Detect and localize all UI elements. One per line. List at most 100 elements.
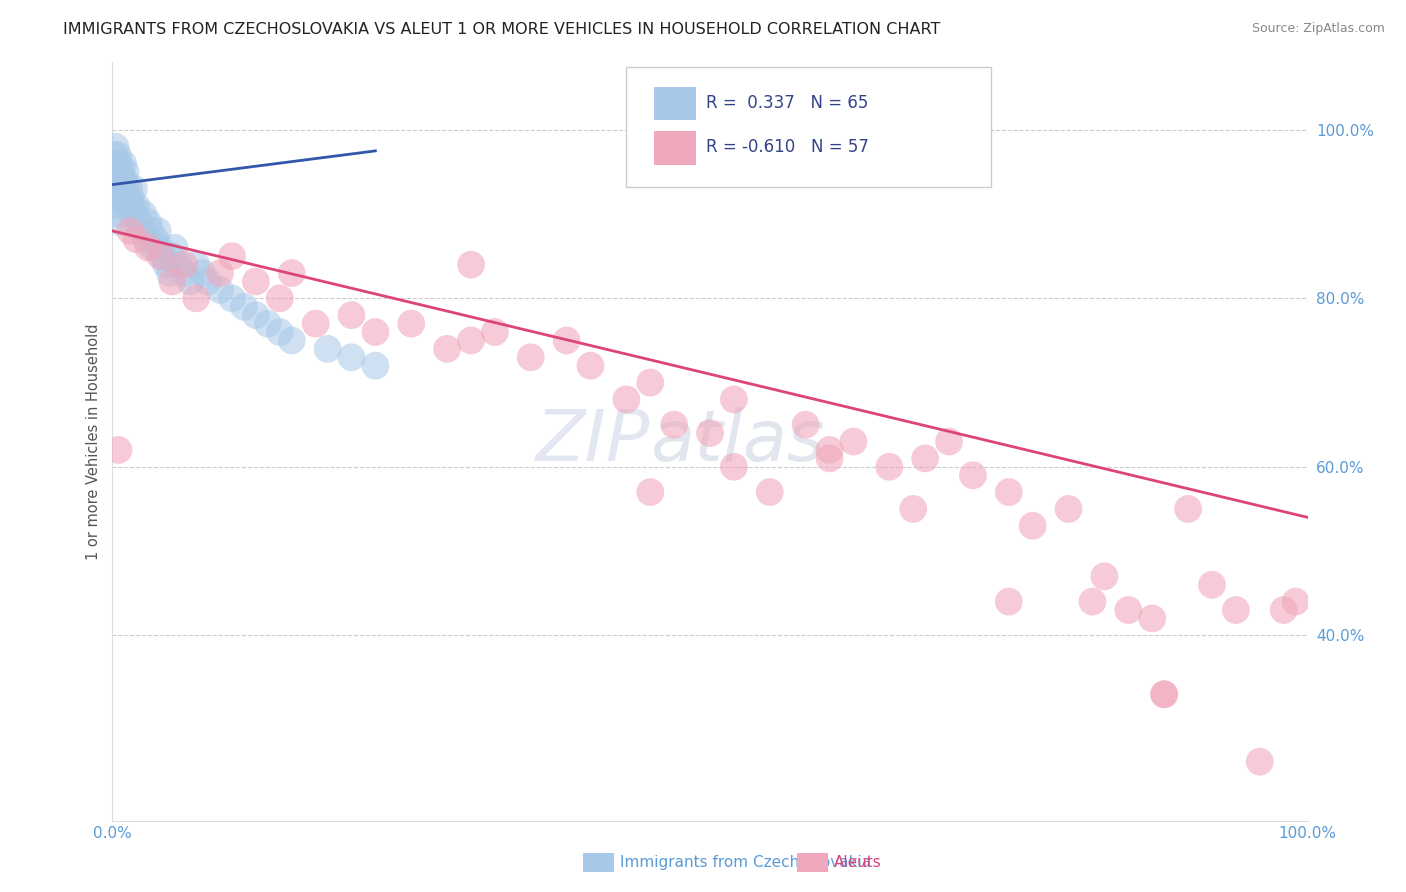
Point bbox=[107, 199, 129, 213]
Point bbox=[112, 182, 135, 196]
Point bbox=[105, 156, 128, 170]
Point bbox=[135, 232, 157, 246]
Point bbox=[110, 165, 132, 179]
Point bbox=[818, 451, 841, 466]
Point bbox=[1081, 594, 1104, 608]
Point bbox=[121, 207, 143, 221]
Point bbox=[305, 317, 328, 331]
Point bbox=[103, 148, 125, 162]
Point bbox=[186, 258, 208, 272]
Point bbox=[1118, 603, 1140, 617]
Text: atlas: atlas bbox=[651, 407, 825, 476]
Point bbox=[460, 258, 482, 272]
Point bbox=[1225, 603, 1247, 617]
Point bbox=[484, 325, 506, 339]
Point bbox=[146, 224, 169, 238]
Point bbox=[460, 334, 482, 348]
Point bbox=[1272, 603, 1295, 617]
Point bbox=[128, 215, 150, 229]
Point bbox=[938, 434, 960, 449]
Point bbox=[149, 249, 172, 263]
Point bbox=[1201, 578, 1223, 592]
Point bbox=[436, 342, 458, 356]
Point bbox=[340, 351, 363, 365]
Point bbox=[197, 275, 219, 289]
Point bbox=[104, 139, 127, 153]
Point bbox=[112, 156, 135, 170]
Point bbox=[129, 224, 152, 238]
Point bbox=[138, 215, 160, 229]
Point bbox=[105, 190, 128, 204]
Point bbox=[1249, 755, 1271, 769]
Point bbox=[640, 376, 662, 390]
Point bbox=[105, 173, 128, 187]
Point bbox=[107, 182, 129, 196]
Point bbox=[879, 459, 901, 474]
Point bbox=[245, 308, 267, 322]
Point bbox=[364, 325, 387, 339]
Point bbox=[122, 182, 145, 196]
Point bbox=[401, 317, 423, 331]
Point bbox=[108, 165, 131, 179]
Point bbox=[167, 258, 190, 272]
Point bbox=[125, 232, 148, 246]
Point bbox=[1142, 611, 1164, 625]
Point bbox=[818, 442, 841, 457]
Point bbox=[139, 224, 162, 238]
Point bbox=[281, 334, 304, 348]
Point bbox=[110, 173, 132, 187]
Point bbox=[145, 232, 167, 246]
Point bbox=[1153, 687, 1175, 701]
Point bbox=[209, 283, 232, 297]
Text: IMMIGRANTS FROM CZECHOSLOVAKIA VS ALEUT 1 OR MORE VEHICLES IN HOUSEHOLD CORRELAT: IMMIGRANTS FROM CZECHOSLOVAKIA VS ALEUT … bbox=[63, 22, 941, 37]
Point bbox=[110, 215, 132, 229]
Point bbox=[699, 426, 721, 441]
Point bbox=[1285, 594, 1308, 608]
Point bbox=[149, 241, 172, 255]
Point bbox=[132, 207, 155, 221]
Point bbox=[269, 291, 291, 305]
Point bbox=[316, 342, 339, 356]
Point bbox=[152, 249, 174, 263]
Point bbox=[903, 502, 925, 516]
Point bbox=[616, 392, 638, 407]
Point bbox=[179, 275, 201, 289]
Point bbox=[233, 300, 256, 314]
Point bbox=[962, 468, 984, 483]
Point bbox=[1022, 518, 1045, 533]
Point bbox=[723, 392, 745, 407]
Point bbox=[118, 182, 141, 196]
Point bbox=[142, 241, 165, 255]
Text: Aleuts: Aleuts bbox=[834, 855, 882, 870]
Point bbox=[914, 451, 936, 466]
Point bbox=[115, 190, 138, 204]
Point bbox=[555, 334, 578, 348]
Point bbox=[221, 249, 243, 263]
Point bbox=[159, 266, 181, 280]
Point bbox=[110, 182, 132, 196]
Point bbox=[111, 173, 134, 187]
Point bbox=[108, 156, 131, 170]
Point bbox=[1153, 687, 1175, 701]
Point bbox=[520, 351, 543, 365]
Point bbox=[209, 266, 232, 280]
Point bbox=[163, 241, 186, 255]
Point bbox=[998, 594, 1021, 608]
Point bbox=[1057, 502, 1080, 516]
Text: Immigrants from Czechoslovakia: Immigrants from Czechoslovakia bbox=[620, 855, 872, 870]
Point bbox=[1094, 569, 1116, 583]
Point bbox=[269, 325, 291, 339]
Point bbox=[579, 359, 602, 373]
Point bbox=[340, 308, 363, 322]
Point bbox=[364, 359, 387, 373]
Point bbox=[138, 241, 160, 255]
Point bbox=[105, 182, 128, 196]
Point bbox=[640, 485, 662, 500]
Point bbox=[723, 459, 745, 474]
Point bbox=[162, 249, 183, 263]
Point bbox=[173, 266, 195, 280]
Point bbox=[114, 173, 135, 187]
Point bbox=[257, 317, 280, 331]
Point bbox=[281, 266, 304, 280]
Point bbox=[1177, 502, 1199, 516]
